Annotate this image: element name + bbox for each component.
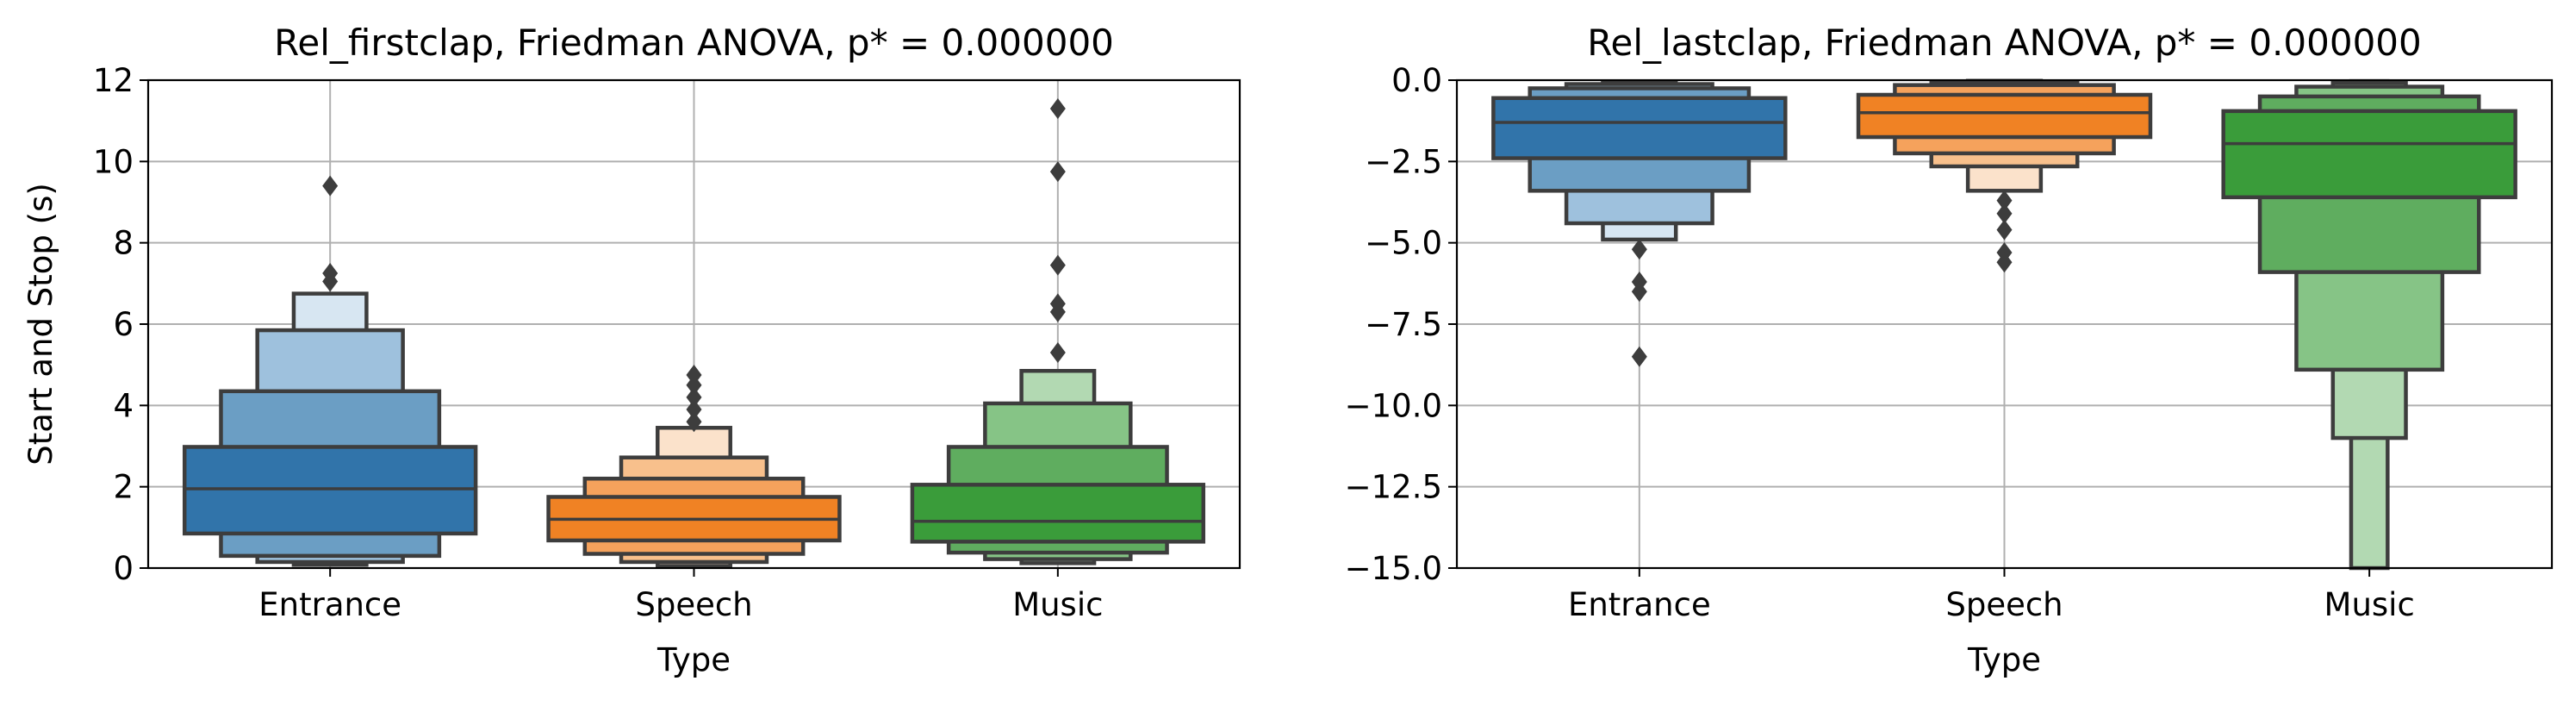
- y-axis-ticks: 0 2 4 6 8 10 12: [93, 62, 148, 587]
- y-tick-label: 8: [113, 225, 134, 262]
- x-tick-label: Speech: [1945, 586, 2063, 623]
- y-tick-label: 0: [113, 550, 134, 587]
- outlier-point: [1996, 252, 2013, 273]
- outlier-point: [1049, 161, 1066, 183]
- y-tick-label: −10.0: [1345, 387, 1442, 424]
- outlier-point: [1996, 203, 2013, 224]
- outlier-point: [1049, 254, 1066, 276]
- outlier-point: [686, 386, 702, 408]
- outlier-point: [322, 175, 339, 197]
- y-tick-label: 4: [113, 387, 134, 424]
- outlier-point: [686, 399, 702, 421]
- y-axis-label: Start and Stop (s): [22, 183, 59, 465]
- x-tick-label: Music: [1012, 586, 1103, 623]
- chart-panel-firstclap: 0 2 4 6 8 10 12 Entrance Speech Music Rel_firstc…: [22, 22, 1241, 678]
- y-tick-label: 10: [93, 143, 134, 180]
- x-tick-label: Speech: [635, 586, 752, 623]
- boxen-marks: [1491, 78, 2517, 571]
- y-tick-label: 12: [93, 62, 134, 99]
- x-axis-ticks: Entrance Speech Music: [1568, 568, 2415, 623]
- y-tick-label: 0.0: [1391, 62, 1442, 99]
- boxen-box: [1491, 96, 1788, 160]
- outlier-point: [686, 364, 702, 385]
- x-axis-label: Type: [656, 641, 731, 678]
- outlier-point: [1631, 281, 1647, 303]
- outlier-point: [1049, 98, 1066, 120]
- x-tick-label: Entrance: [258, 586, 401, 623]
- x-tick-label: Music: [2324, 586, 2415, 623]
- outlier-point: [1996, 190, 2013, 211]
- boxen-marks: [182, 98, 1206, 568]
- outlier-point: [1049, 293, 1066, 315]
- boxen-box: [2221, 109, 2517, 200]
- outlier-point: [686, 411, 702, 433]
- x-axis-label: Type: [1967, 641, 2041, 678]
- y-tick-label: −2.5: [1365, 143, 1442, 180]
- outlier-point: [1996, 219, 2013, 241]
- outlier-point: [1631, 346, 1647, 367]
- y-tick-label: −5.0: [1365, 225, 1442, 262]
- outlier-point: [1049, 342, 1066, 364]
- y-axis-ticks: 0.0 −2.5 −5.0 −7.5 −10.0 −12.5 −15.0: [1345, 62, 1457, 587]
- chart-title: Rel_firstclap, Friedman ANOVA, p* = 0.00…: [274, 22, 1114, 64]
- y-tick-label: 2: [113, 469, 134, 506]
- chart-panel-lastclap: 0.0 −2.5 −5.0 −7.5 −10.0 −12.5 −15.0 Entrance S…: [1345, 22, 2554, 678]
- x-axis-ticks: Entrance Speech Music: [258, 568, 1103, 623]
- outlier-point: [1631, 239, 1647, 260]
- boxen-box: [910, 483, 1206, 544]
- outlier-point: [322, 263, 339, 284]
- y-tick-label: −15.0: [1345, 550, 1442, 587]
- y-tick-label: −12.5: [1345, 469, 1442, 506]
- y-tick-label: −7.5: [1365, 306, 1442, 343]
- x-tick-label: Entrance: [1568, 586, 1711, 623]
- chart-title: Rel_lastclap, Friedman ANOVA, p* = 0.000…: [1587, 22, 2421, 64]
- boxen-box: [1856, 92, 2153, 140]
- y-tick-label: 6: [113, 306, 134, 343]
